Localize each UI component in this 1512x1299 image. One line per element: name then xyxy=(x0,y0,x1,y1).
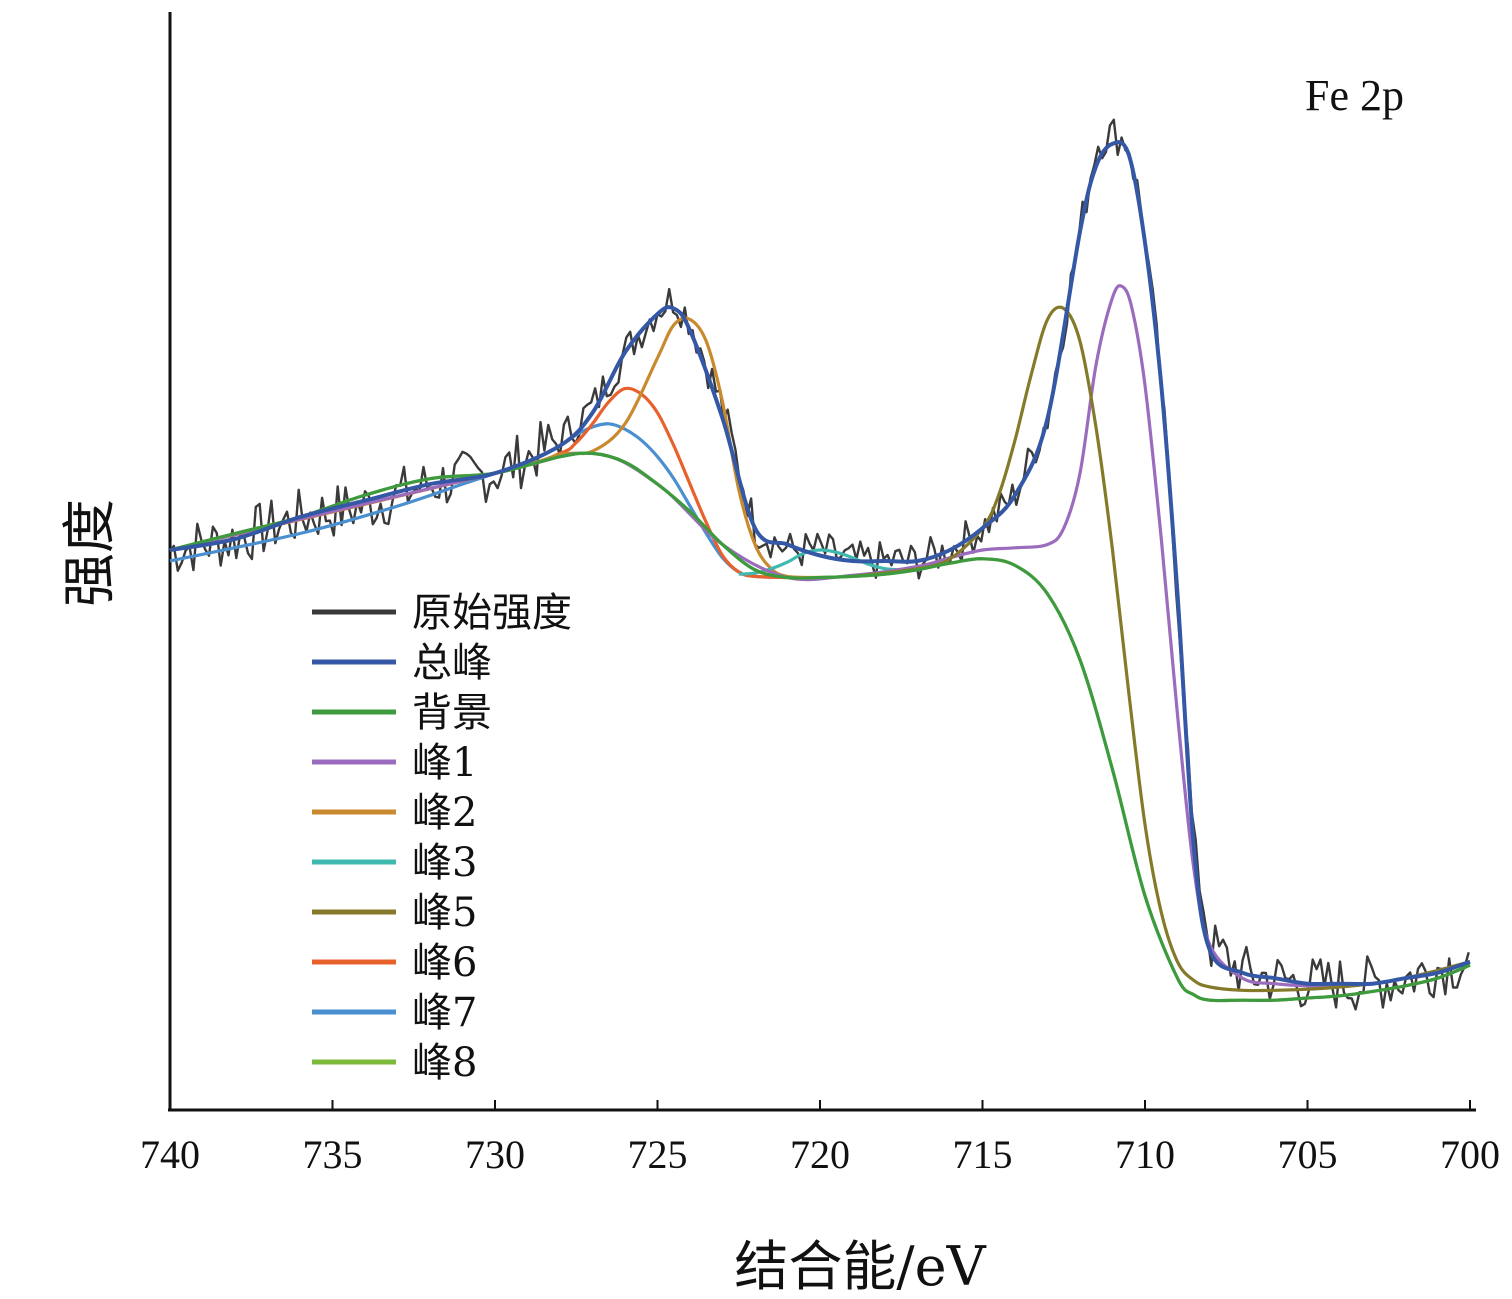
legend-label: 峰2 xyxy=(412,790,477,836)
legend-item: 总峰 xyxy=(312,640,492,686)
x-tick-label: 720 xyxy=(790,1132,850,1177)
series-line xyxy=(852,305,1471,993)
series-layer xyxy=(169,118,1471,1011)
legend-item: 峰3 xyxy=(312,840,477,886)
x-tick-label: 725 xyxy=(628,1132,688,1177)
legend-label: 峰6 xyxy=(412,940,477,986)
series-line xyxy=(738,548,918,576)
legend-item: 峰8 xyxy=(312,1040,477,1086)
series-line xyxy=(169,316,821,580)
legend-item: 峰7 xyxy=(312,990,477,1036)
series-3 xyxy=(169,451,1471,1003)
legend-item: 峰2 xyxy=(312,790,477,836)
series-1 xyxy=(169,118,1470,1011)
legend-label: 峰7 xyxy=(412,990,477,1036)
series-line xyxy=(169,284,1471,988)
x-tick-label: 715 xyxy=(953,1132,1013,1177)
legend-label: 背景 xyxy=(412,690,492,736)
legend-label: 峰1 xyxy=(412,740,477,786)
legend-item: 原始强度 xyxy=(312,590,572,636)
x-tick-label: 740 xyxy=(140,1132,200,1177)
series-9 xyxy=(169,422,788,580)
y-axis-title: 强度 xyxy=(58,499,121,607)
axes xyxy=(168,12,1476,1112)
legend-item: 峰1 xyxy=(312,740,477,786)
legend-label: 总峰 xyxy=(412,640,492,686)
legend-item: 峰6 xyxy=(312,940,477,986)
x-axis-title: 结合能/eV xyxy=(734,1235,986,1298)
x-tick-label: 705 xyxy=(1278,1132,1338,1177)
legend-label: 峰3 xyxy=(412,840,477,886)
series-line xyxy=(169,422,788,580)
x-tick-label: 700 xyxy=(1440,1132,1500,1177)
legend-item: 背景 xyxy=(312,690,492,736)
legend-label: 峰8 xyxy=(412,1040,477,1086)
series-7 xyxy=(852,305,1471,993)
series-5 xyxy=(169,316,821,580)
series-2 xyxy=(169,140,1471,987)
series-10 xyxy=(169,451,1471,1003)
spectrum-annotation: Fe 2p xyxy=(1305,71,1404,120)
x-ticks: 740 735 730 725 720 715 710 705 700 xyxy=(140,1100,1500,1177)
legend-label: 峰5 xyxy=(412,890,477,936)
legend-item: 峰5 xyxy=(312,890,477,936)
series-line xyxy=(169,451,1471,1003)
series-6 xyxy=(738,548,918,576)
series-line xyxy=(169,140,1471,987)
x-tick-label: 730 xyxy=(465,1132,525,1177)
legend-label: 原始强度 xyxy=(412,590,572,636)
series-4 xyxy=(169,284,1471,988)
series-line xyxy=(169,451,1471,1003)
series-line xyxy=(169,118,1470,1011)
x-tick-label: 735 xyxy=(303,1132,363,1177)
x-tick-label: 710 xyxy=(1115,1132,1175,1177)
